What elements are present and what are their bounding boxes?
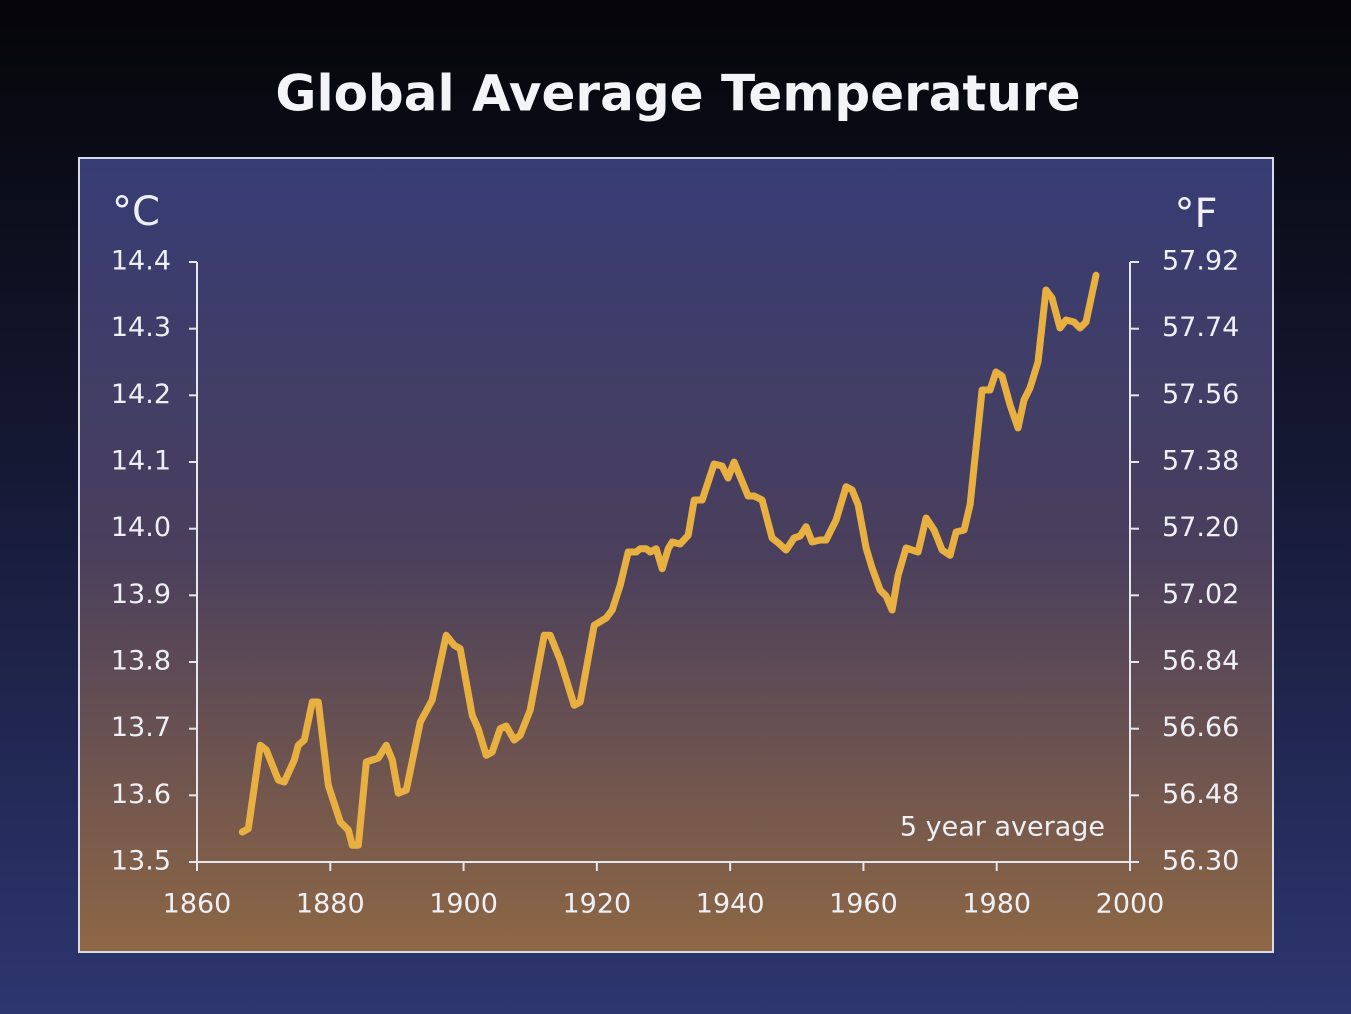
y2-tick-label: 57.02 bbox=[1162, 579, 1239, 610]
y2-tick-label: 56.84 bbox=[1162, 646, 1239, 677]
y2-tick-label: 56.30 bbox=[1162, 846, 1239, 877]
x-tick-label: 2000 bbox=[1096, 889, 1165, 920]
x-tick-label: 1920 bbox=[562, 889, 631, 920]
y2-tick-label: 57.74 bbox=[1162, 312, 1239, 343]
y-tick-label: 14.1 bbox=[111, 446, 171, 477]
y-tick-label: 14.0 bbox=[111, 512, 171, 543]
y-tick-label: 13.7 bbox=[111, 712, 171, 743]
x-tick-label: 1980 bbox=[962, 889, 1031, 920]
y-tick-label: 14.4 bbox=[111, 246, 171, 277]
annotation: 5 year average bbox=[900, 812, 1105, 843]
x-tick-label: 1940 bbox=[696, 889, 765, 920]
temperature-line bbox=[238, 271, 1100, 849]
x-tick-label: 1900 bbox=[429, 889, 498, 920]
y2-tick-label: 57.92 bbox=[1162, 246, 1239, 277]
x-tick-label: 1860 bbox=[163, 889, 232, 920]
y2-tick-label: 57.20 bbox=[1162, 512, 1239, 543]
y-tick-label: 14.3 bbox=[111, 312, 171, 343]
plot-panel bbox=[78, 157, 1274, 953]
y2-axis-label: °F bbox=[1174, 191, 1217, 237]
y2-tick-label: 56.48 bbox=[1162, 779, 1239, 810]
y-tick-label: 14.2 bbox=[111, 379, 171, 410]
y2-tick-label: 57.38 bbox=[1162, 446, 1239, 477]
y-tick-label: 13.9 bbox=[111, 579, 171, 610]
y-tick-label: 13.5 bbox=[111, 846, 171, 877]
y-tick-label: 13.6 bbox=[111, 779, 171, 810]
chart-title: Global Average Temperature bbox=[275, 65, 1080, 123]
x-tick-label: 1880 bbox=[296, 889, 365, 920]
x-tick-label: 1960 bbox=[829, 889, 898, 920]
y2-tick-label: 57.56 bbox=[1162, 379, 1239, 410]
y-axis-label: °C bbox=[112, 189, 160, 235]
y-tick-label: 13.8 bbox=[111, 646, 171, 677]
y2-tick-label: 56.66 bbox=[1162, 712, 1239, 743]
